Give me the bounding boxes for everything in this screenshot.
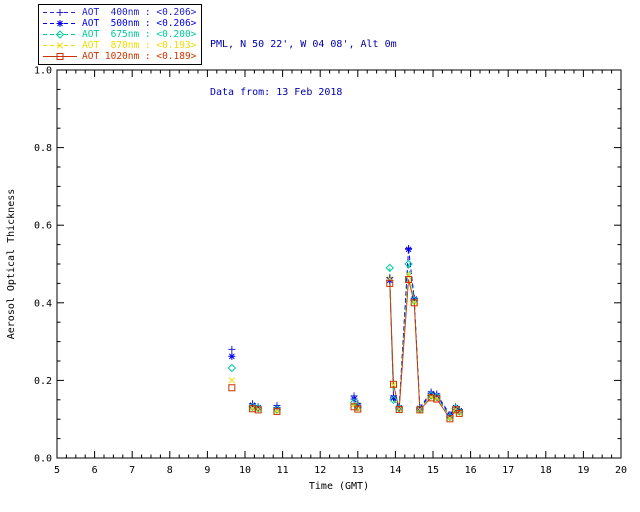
legend-line-marker-870nm-icon [43, 42, 77, 49]
legend-line-marker-675nm-icon [43, 30, 77, 39]
legend-item-aot-1020nm: AOT 1020nm : <0.189> [42, 51, 196, 62]
legend-label-400nm: AOT 400nm : <0.206> [82, 7, 197, 18]
svg-text:17: 17 [502, 465, 514, 476]
legend-item-aot-400nm: AOT 400nm : <0.206> [42, 7, 196, 18]
data-date: Data from: 13 Feb 2018 [210, 87, 343, 98]
svg-text:10: 10 [239, 465, 251, 476]
svg-text:Aerosol Optical Thickness: Aerosol Optical Thickness [6, 189, 17, 340]
legend-item-aot-870nm: AOT 870nm : <0.193> [42, 40, 196, 51]
svg-text:5: 5 [54, 465, 60, 476]
svg-text:16: 16 [465, 465, 477, 476]
svg-text:0.4: 0.4 [34, 298, 52, 309]
svg-text:15: 15 [427, 465, 439, 476]
legend-line-marker-1020nm-icon [43, 53, 77, 60]
legend-label-500nm: AOT 500nm : <0.206> [82, 18, 197, 29]
legend-label-675nm: AOT 675nm : <0.200> [82, 29, 197, 40]
legend-label-870nm: AOT 870nm : <0.193> [82, 40, 197, 51]
svg-text:0.8: 0.8 [34, 143, 52, 154]
svg-text:6: 6 [92, 465, 98, 476]
svg-text:20: 20 [615, 465, 627, 476]
svg-text:7: 7 [129, 465, 135, 476]
svg-text:14: 14 [389, 465, 401, 476]
legend: AOT 400nm : <0.206> AOT 500nm : <0.206> … [38, 4, 203, 65]
svg-text:8: 8 [167, 465, 173, 476]
svg-text:0.2: 0.2 [34, 376, 52, 387]
legend-line-marker-400nm-icon [43, 9, 77, 16]
svg-text:19: 19 [577, 465, 589, 476]
legend-item-aot-675nm: AOT 675nm : <0.200> [42, 29, 196, 40]
svg-text:12: 12 [314, 465, 326, 476]
station-info: PML, N 50 22', W 04 08', Alt 0m [210, 39, 397, 50]
svg-text:13: 13 [352, 465, 364, 476]
svg-text:Time (GMT): Time (GMT) [309, 481, 369, 492]
svg-text:0.0: 0.0 [34, 454, 52, 465]
legend-line-marker-500nm-icon [43, 20, 77, 27]
legend-item-aot-500nm: AOT 500nm : <0.206> [42, 18, 196, 29]
station-header: PML, N 50 22', W 04 08', Alt 0m Data fro… [210, 5, 397, 133]
svg-text:0.6: 0.6 [34, 221, 52, 232]
svg-text:18: 18 [540, 465, 552, 476]
svg-text:1.0: 1.0 [34, 66, 52, 77]
svg-text:11: 11 [277, 465, 289, 476]
svg-text:9: 9 [204, 465, 210, 476]
legend-label-1020nm: AOT 1020nm : <0.189> [82, 51, 197, 62]
